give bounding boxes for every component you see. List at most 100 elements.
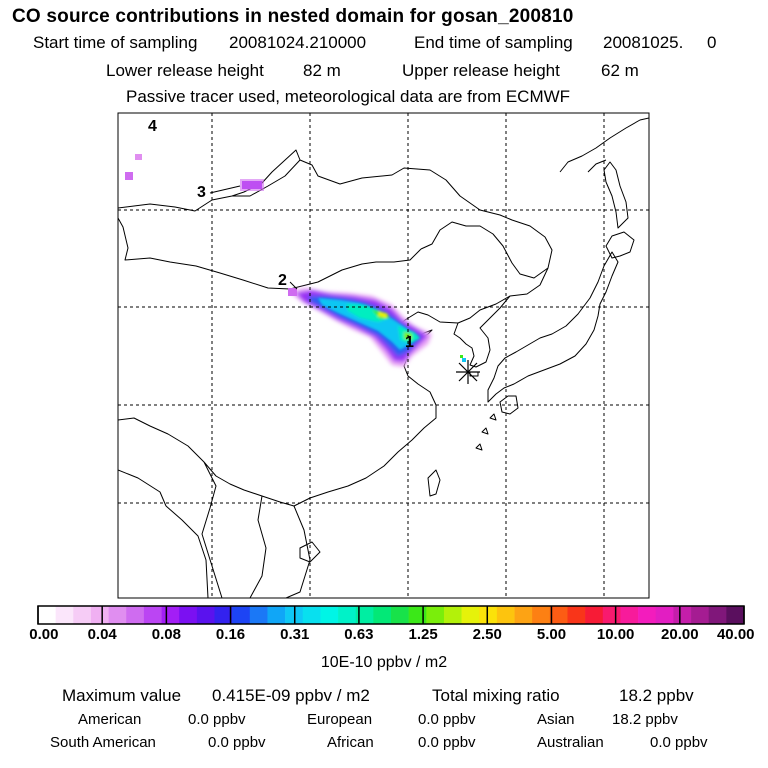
colorbar-cell: [373, 606, 392, 624]
colorbar-cell: [320, 606, 339, 624]
colorbar: [37, 605, 745, 625]
colorbar-ticks: [37, 606, 745, 624]
colorbar-cell: [196, 606, 215, 624]
coastlines: [118, 117, 649, 598]
region-name-south-american: South American: [50, 734, 156, 751]
region-name-asian: Asian: [537, 711, 575, 728]
colorbar-cell: [443, 606, 462, 624]
colorbar-cell: [691, 606, 709, 624]
kyushu-coast: [499, 395, 519, 415]
colorbar-cell: [302, 606, 321, 624]
hokkaido-coast: [605, 231, 635, 259]
marker-label-2: 2: [278, 272, 287, 289]
colorbar-cell: [655, 606, 674, 624]
colorbar-cell: [126, 606, 145, 624]
colorbar-cell: [673, 606, 692, 624]
gridlines: [118, 113, 649, 598]
upper-release-value: 62 m: [601, 61, 639, 80]
colorbar-tick-label: 1.25: [408, 626, 438, 643]
colorbar-cell: [249, 606, 268, 624]
colorbar-tick-label: 0.63: [344, 626, 374, 643]
colorbar-cell: [479, 606, 498, 624]
okhotsk-coast: [559, 117, 649, 173]
region-value-american: 0.0 ppbv: [188, 711, 246, 728]
patch-near-4-b: [135, 154, 142, 160]
colorbar-cell: [38, 606, 56, 624]
end-time-label: End time of sampling: [414, 33, 573, 52]
colorbar-cell: [532, 606, 551, 624]
colorbar-cell: [408, 606, 427, 624]
page-title: CO source contributions in nested domain…: [12, 6, 574, 27]
colorbar-tick-label: 5.00: [536, 626, 567, 643]
marker-label-4: 4: [148, 118, 157, 135]
colorbar-tick-label: 40.00: [716, 626, 755, 643]
colorbar-cell: [267, 606, 286, 624]
colorbar-tick-label: 0.31: [280, 626, 310, 643]
colorbar-cell: [355, 606, 374, 624]
colorbar-tick-label: 0.16: [215, 626, 246, 643]
colorbar-cell: [338, 606, 356, 624]
colorbar-cell: [391, 606, 409, 624]
colorbar-cell: [161, 606, 180, 624]
region-name-african: African: [327, 734, 374, 751]
hainan-coast: [299, 541, 321, 563]
patch-korea-2: [460, 355, 463, 358]
patch-near-3-halo: [240, 179, 264, 191]
colorbar-cell: [602, 606, 621, 624]
colorbar-cell: [426, 606, 445, 624]
lower-release-value: 82 m: [303, 61, 341, 80]
region-name-european: European: [307, 711, 373, 728]
russia-border: [118, 149, 553, 279]
colorbar-cell: [232, 606, 251, 624]
plume-cyan: [318, 298, 416, 350]
sakhalin-coast: [603, 161, 629, 229]
colorbar-tick-label: 0.04: [87, 626, 117, 643]
colorbar-tick-label: 20.00: [661, 626, 699, 643]
korea-coast: [453, 295, 511, 368]
island-small-2: [481, 427, 489, 435]
colorbar-tick-label: 0.08: [151, 626, 181, 643]
colorbar-cell: [514, 606, 533, 624]
colorbar-tick-label: 10.00: [596, 626, 635, 643]
map-frame: [117, 112, 650, 599]
region-value-south-american: 0.0 ppbv: [208, 734, 266, 751]
colorbar-cell: [585, 606, 604, 624]
colorbar-cell: [496, 606, 515, 624]
colorbar-cell: [73, 606, 92, 624]
mongolia-border: [118, 217, 422, 290]
source-contribution-map: 1 2 3 4: [117, 112, 650, 599]
colorbar-cell: [726, 606, 745, 624]
colorbar-cell: [214, 606, 233, 624]
co-plume: [125, 154, 466, 367]
taiwan-coast: [427, 469, 441, 497]
region-value-australian: 0.0 ppbv: [650, 734, 708, 751]
start-time-value: 20081024.210000: [229, 33, 367, 52]
patch-korea-1: [462, 358, 466, 362]
asterisk-icon: [456, 360, 480, 384]
colorbar-cells: [37, 605, 745, 625]
colorbar-cell: [108, 606, 127, 624]
region-name-american: American: [78, 711, 142, 728]
max-value-label: Maximum value: [62, 686, 182, 705]
lower-release-label: Lower release height: [106, 61, 264, 80]
colorbar-cell: [708, 606, 727, 624]
colorbar-cell: [143, 606, 162, 624]
region-name-australian: Australian: [537, 734, 604, 751]
colorbar-cell: [179, 606, 198, 624]
patch-near-4-a: [125, 172, 133, 180]
island-small-1: [489, 413, 497, 421]
colorbar-cell: [55, 606, 74, 624]
region-value-european: 0.0 ppbv: [418, 711, 476, 728]
colorbar-units: 10E-10 ppbv / m2: [320, 654, 448, 671]
region-value-asian: 18.2 ppbv: [612, 711, 678, 728]
colorbar-cell: [549, 606, 568, 624]
region-value-african: 0.0 ppbv: [418, 734, 476, 751]
colorbar-cell: [90, 606, 109, 624]
colorbar-cell: [638, 606, 657, 624]
marker-leaders: [209, 185, 298, 290]
total-mixing-label: Total mixing ratio: [432, 686, 560, 705]
patch-near-2: [288, 288, 297, 296]
marker-label-1: 1: [405, 334, 414, 351]
colorbar-cell: [620, 606, 639, 624]
end-time-value: 20081025. 0: [603, 33, 717, 52]
